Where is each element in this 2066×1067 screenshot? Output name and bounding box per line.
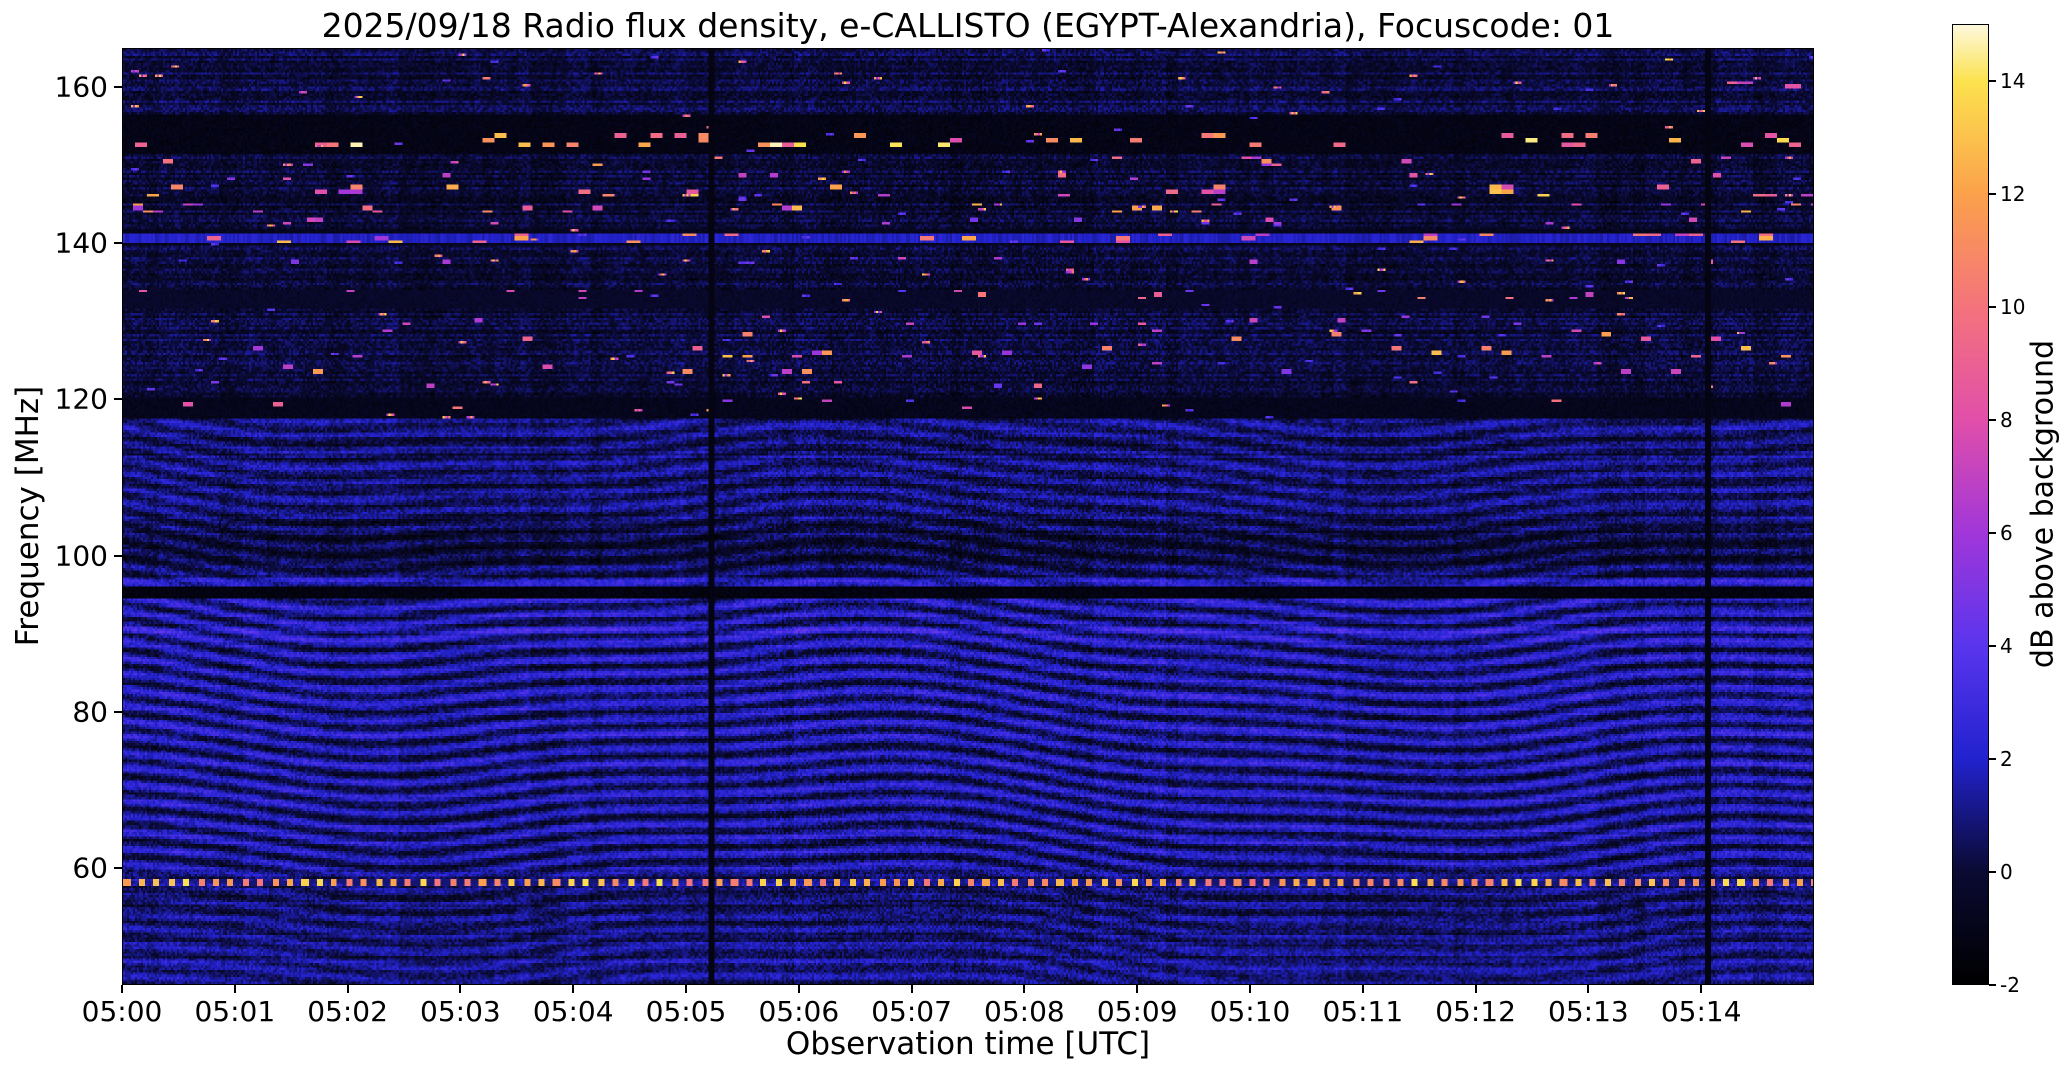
x-tick-mark xyxy=(1361,985,1364,993)
x-tick-label: 05:14 xyxy=(1660,995,1742,1028)
x-tick-mark xyxy=(1023,985,1026,993)
colorbar-tick-label: 10 xyxy=(2000,294,2026,319)
x-tick-label: 05:02 xyxy=(307,995,388,1028)
colorbar xyxy=(1952,24,1989,985)
colorbar-tick-mark xyxy=(1989,531,1996,534)
x-tick-label: 05:08 xyxy=(984,995,1065,1028)
x-tick-mark xyxy=(233,985,236,993)
y-tick-label: 140 xyxy=(54,226,108,260)
y-tick-mark xyxy=(114,866,122,869)
colorbar-tick-mark xyxy=(1989,984,1996,986)
y-tick-mark xyxy=(114,398,122,401)
colorbar-tick-mark xyxy=(1989,79,1996,82)
colorbar-tick-mark xyxy=(1989,870,1996,873)
x-tick-label: 05:09 xyxy=(1096,995,1178,1028)
y-tick-label: 120 xyxy=(54,382,108,416)
x-tick-mark xyxy=(910,985,913,993)
y-tick-label: 160 xyxy=(54,70,108,104)
y-axis-label: Frequency [MHz] xyxy=(10,385,46,647)
x-tick-label: 05:06 xyxy=(758,995,840,1028)
x-tick-mark xyxy=(1700,985,1703,993)
colorbar-tick-mark xyxy=(1989,305,1996,308)
x-tick-mark xyxy=(1474,985,1477,993)
x-tick-mark xyxy=(1249,985,1251,993)
x-tick-label: 05:00 xyxy=(81,995,163,1028)
x-tick-mark xyxy=(459,985,462,993)
colorbar-label: dB above background xyxy=(2025,339,2061,669)
chart-title: 2025/09/18 Radio flux density, e-CALLIST… xyxy=(321,6,1615,45)
x-tick-mark xyxy=(1587,985,1590,993)
x-tick-mark xyxy=(121,985,123,993)
y-tick-mark xyxy=(114,242,122,245)
colorbar-tick-mark xyxy=(1989,192,1996,195)
colorbar-tick-label: 0 xyxy=(2000,859,2013,884)
colorbar-tick-mark xyxy=(1989,644,1996,647)
colorbar-tick-label: 14 xyxy=(2000,68,2026,93)
x-axis-label: Observation time [UTC] xyxy=(785,1026,1151,1062)
x-tick-label: 05:04 xyxy=(532,995,614,1028)
x-tick-label: 05:03 xyxy=(420,995,501,1028)
colorbar-tick-label: 12 xyxy=(2000,181,2026,206)
colorbar-tick-label: -2 xyxy=(2000,973,2020,997)
colorbar-tick-label: 4 xyxy=(2000,633,2013,658)
x-tick-label: 05:01 xyxy=(194,995,276,1028)
colorbar-tick-label: 2 xyxy=(2000,746,2013,771)
x-tick-label: 05:07 xyxy=(871,995,952,1028)
y-tick-mark xyxy=(114,86,122,89)
colorbar-tick-mark xyxy=(1989,418,1996,421)
spectrogram-canvas xyxy=(123,49,1813,984)
x-tick-label: 05:11 xyxy=(1322,995,1404,1028)
plot-area xyxy=(122,48,1814,985)
x-tick-mark xyxy=(346,985,349,993)
colorbar-tick-mark xyxy=(1989,757,1996,760)
x-tick-mark xyxy=(797,985,800,993)
x-tick-mark xyxy=(572,985,575,993)
x-tick-label: 05:12 xyxy=(1435,995,1516,1028)
x-tick-mark xyxy=(1136,985,1139,993)
colorbar-tick-label: 8 xyxy=(2000,407,2013,432)
x-tick-label: 05:13 xyxy=(1548,995,1629,1028)
x-tick-label: 05:10 xyxy=(1209,995,1291,1028)
y-tick-mark xyxy=(114,554,122,557)
y-tick-mark xyxy=(114,710,122,713)
x-tick-mark xyxy=(685,985,687,993)
y-tick-label: 100 xyxy=(54,539,108,573)
y-tick-label: 80 xyxy=(72,695,108,729)
colorbar-tick-label: 6 xyxy=(2000,520,2013,545)
x-tick-label: 05:05 xyxy=(645,995,727,1028)
y-tick-label: 60 xyxy=(72,851,108,885)
colorbar-gradient xyxy=(1953,25,1988,984)
